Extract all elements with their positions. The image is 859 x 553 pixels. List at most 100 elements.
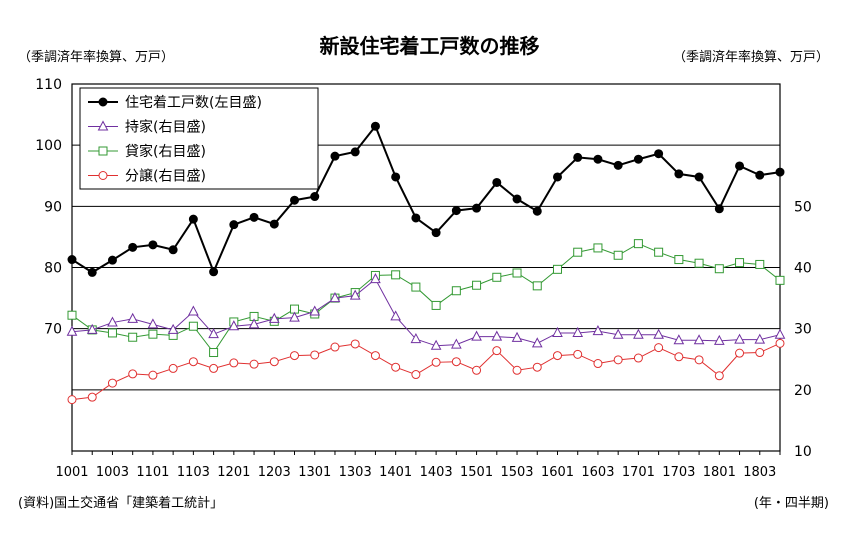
data-point bbox=[451, 286, 461, 296]
x-tick-label: 1703 bbox=[662, 465, 695, 480]
series-3 bbox=[67, 338, 785, 405]
data-point bbox=[168, 245, 178, 255]
data-point bbox=[290, 195, 300, 205]
data-point bbox=[391, 270, 401, 280]
data-point bbox=[775, 338, 785, 348]
data-point bbox=[673, 334, 685, 345]
data-point bbox=[735, 348, 745, 358]
data-point bbox=[370, 273, 381, 284]
data-point bbox=[209, 267, 219, 277]
data-point bbox=[491, 330, 503, 341]
y-right-tick-label: 30 bbox=[794, 322, 812, 338]
data-point bbox=[66, 325, 78, 336]
data-point bbox=[774, 328, 786, 339]
data-point bbox=[269, 219, 279, 229]
data-point bbox=[633, 328, 644, 339]
data-point bbox=[309, 305, 321, 316]
legend-box bbox=[79, 87, 319, 190]
data-point bbox=[148, 329, 158, 339]
data-point bbox=[573, 349, 583, 359]
x-tick-label: 1701 bbox=[622, 465, 655, 480]
x-tick-label: 1101 bbox=[136, 465, 169, 480]
data-point bbox=[654, 247, 664, 257]
data-point bbox=[714, 204, 724, 214]
data-point bbox=[249, 359, 259, 369]
data-point bbox=[552, 351, 562, 361]
data-point bbox=[350, 147, 360, 157]
data-point bbox=[188, 321, 198, 331]
data-point bbox=[431, 300, 441, 310]
data-point bbox=[532, 281, 542, 291]
legend-label: 住宅着工戸数(左目盛) bbox=[125, 95, 262, 111]
data-point bbox=[107, 328, 117, 338]
y-right-tick-label: 40 bbox=[794, 261, 812, 277]
data-point bbox=[633, 239, 643, 249]
data-point bbox=[329, 292, 341, 303]
data-point bbox=[148, 370, 158, 380]
data-point bbox=[694, 172, 704, 182]
data-point bbox=[612, 328, 624, 339]
x-tick-label: 1001 bbox=[55, 465, 88, 480]
x-tick-label: 1303 bbox=[339, 465, 372, 480]
data-point bbox=[593, 359, 603, 369]
data-point bbox=[411, 213, 421, 223]
data-point bbox=[755, 348, 765, 358]
data-point bbox=[209, 363, 219, 373]
data-point bbox=[208, 328, 219, 339]
data-point bbox=[735, 161, 745, 171]
data-point bbox=[633, 353, 643, 363]
data-point bbox=[167, 323, 179, 334]
data-point bbox=[451, 338, 462, 349]
data-point bbox=[755, 259, 765, 269]
data-point bbox=[148, 240, 158, 250]
data-point bbox=[350, 339, 360, 349]
data-point bbox=[97, 120, 109, 131]
data-point bbox=[754, 333, 766, 344]
data-point bbox=[471, 330, 482, 341]
x-tick-label: 1601 bbox=[541, 465, 574, 480]
data-point bbox=[552, 264, 562, 274]
legend-label: 分譲(右目盛) bbox=[125, 169, 206, 185]
data-point bbox=[613, 355, 623, 365]
plot-area bbox=[71, 83, 781, 452]
data-point bbox=[592, 325, 604, 336]
data-point bbox=[67, 310, 77, 320]
data-point bbox=[127, 312, 139, 323]
data-point bbox=[492, 177, 502, 187]
data-point bbox=[128, 369, 138, 379]
data-point bbox=[775, 167, 785, 177]
data-point bbox=[168, 363, 178, 373]
data-point bbox=[511, 331, 523, 342]
x-tick-label: 1803 bbox=[743, 465, 776, 480]
x-axis-unit: (年・四半期) bbox=[753, 496, 829, 511]
data-point bbox=[229, 220, 239, 230]
data-point bbox=[693, 334, 705, 345]
source-note: (資料)国土交通省「建築着工統計」 bbox=[18, 496, 224, 511]
data-point bbox=[654, 149, 664, 159]
data-point bbox=[188, 214, 198, 224]
data-point bbox=[391, 172, 401, 182]
x-tick-label: 1403 bbox=[420, 465, 453, 480]
data-point bbox=[86, 323, 98, 334]
data-point bbox=[633, 154, 643, 164]
data-point bbox=[349, 289, 361, 300]
data-point bbox=[613, 250, 623, 260]
data-point bbox=[431, 228, 441, 238]
data-point bbox=[430, 339, 442, 350]
data-point bbox=[128, 242, 138, 252]
series-line bbox=[71, 278, 781, 347]
legend-label: 持家(右目盛) bbox=[125, 119, 206, 136]
data-point bbox=[370, 121, 380, 131]
data-point bbox=[310, 350, 320, 360]
data-point bbox=[290, 351, 300, 361]
y-left-tick-label: 70 bbox=[44, 322, 62, 338]
data-point bbox=[755, 170, 765, 180]
x-tick-label: 1201 bbox=[217, 465, 250, 480]
data-point bbox=[128, 332, 138, 342]
data-point bbox=[714, 264, 724, 274]
data-point bbox=[694, 258, 704, 268]
data-point bbox=[613, 160, 623, 170]
y-right-tick-label: 50 bbox=[794, 199, 812, 215]
data-point bbox=[451, 206, 461, 216]
